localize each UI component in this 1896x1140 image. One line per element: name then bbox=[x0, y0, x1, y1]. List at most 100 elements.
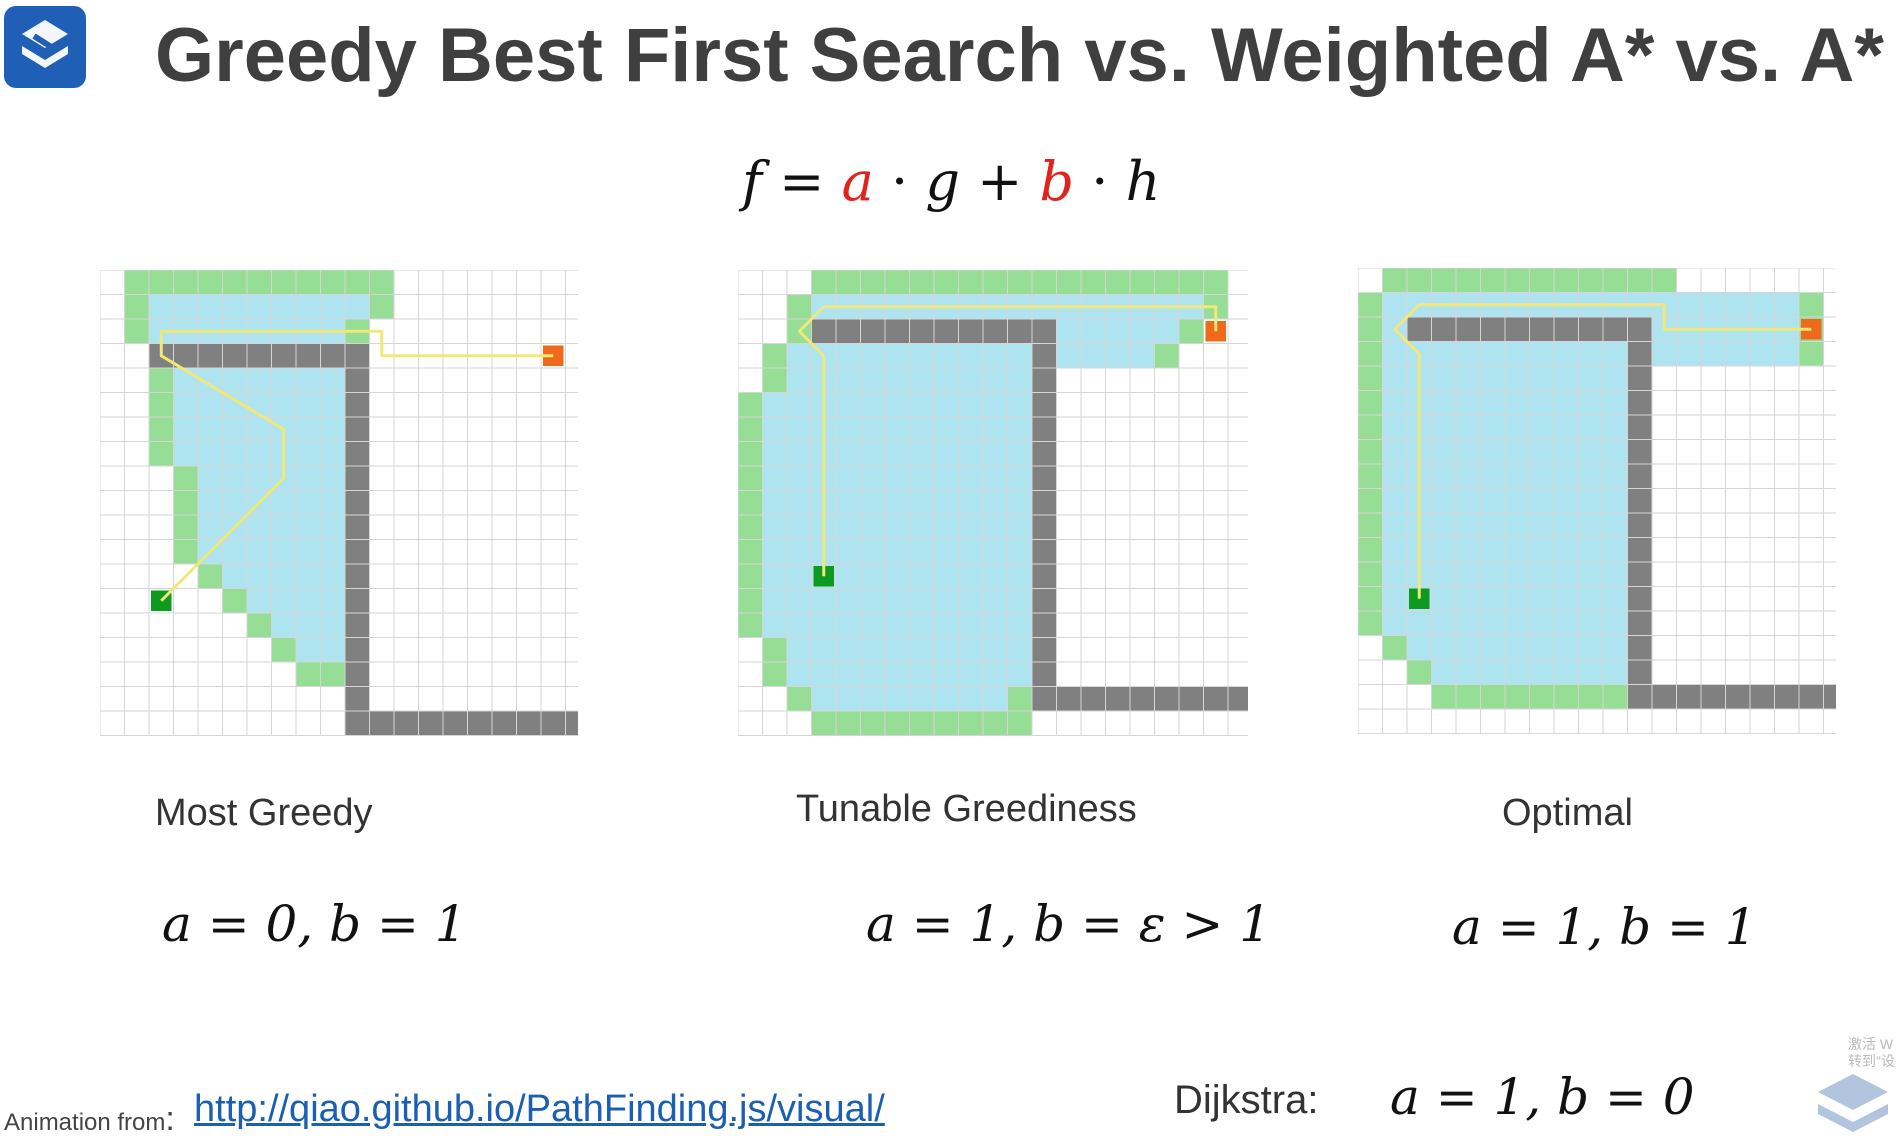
explored-cell bbox=[198, 466, 223, 491]
wall-cell bbox=[443, 711, 468, 736]
explored-cell bbox=[1007, 613, 1032, 638]
wall-cell bbox=[1627, 464, 1652, 489]
frontier-cell bbox=[124, 319, 149, 344]
explored-cell bbox=[1554, 341, 1579, 366]
explored-cell bbox=[1456, 586, 1481, 611]
path-line bbox=[1393, 303, 1812, 599]
explored-cell bbox=[787, 539, 812, 564]
explored-cell bbox=[296, 637, 321, 662]
explored-cell bbox=[860, 662, 885, 687]
explored-cell bbox=[1382, 366, 1407, 391]
explored-cell bbox=[1529, 415, 1554, 440]
explored-cell bbox=[934, 392, 959, 417]
explored-cell bbox=[1480, 635, 1505, 660]
frontier-cell bbox=[738, 564, 763, 589]
explored-cell bbox=[1382, 292, 1407, 317]
explored-cell bbox=[198, 441, 223, 466]
wall-cell bbox=[1032, 319, 1057, 344]
wall-cell bbox=[1032, 637, 1057, 662]
explored-cell bbox=[860, 441, 885, 466]
explored-cell bbox=[860, 417, 885, 442]
frontier-cell bbox=[983, 711, 1008, 736]
explored-cell bbox=[1480, 488, 1505, 513]
explored-cell bbox=[1603, 341, 1628, 366]
frontier-cell bbox=[836, 711, 861, 736]
explored-cell bbox=[222, 368, 247, 393]
frontier-cell bbox=[909, 711, 934, 736]
wall-cell bbox=[1179, 686, 1204, 711]
explored-cell bbox=[1554, 488, 1579, 513]
frontier-cell bbox=[738, 588, 763, 613]
dijkstra-label: Dijkstra: bbox=[1174, 1078, 1319, 1122]
wall-cell bbox=[1823, 684, 1836, 709]
frontier-cell bbox=[1179, 270, 1204, 295]
explored-cell bbox=[885, 637, 910, 662]
explored-cell bbox=[909, 490, 934, 515]
wall-cell bbox=[345, 588, 370, 613]
explored-cell bbox=[1456, 611, 1481, 636]
explored-cell bbox=[958, 490, 983, 515]
explored-cell bbox=[811, 588, 836, 613]
explored-cell bbox=[909, 343, 934, 368]
frontier-cell bbox=[1407, 268, 1432, 293]
dijkstra-params: a = 1, b = 0 bbox=[1390, 1068, 1695, 1126]
explored-cell bbox=[787, 588, 812, 613]
explored-cell bbox=[222, 490, 247, 515]
wall-cell bbox=[1627, 586, 1652, 611]
explored-cell bbox=[1480, 611, 1505, 636]
explored-cell bbox=[762, 515, 787, 540]
explored-cell bbox=[1750, 292, 1775, 317]
frontier-cell bbox=[1554, 268, 1579, 293]
frontier-cell bbox=[1358, 562, 1383, 587]
frontier-cell bbox=[1505, 684, 1530, 709]
explored-cell bbox=[958, 368, 983, 393]
explored-cell bbox=[1578, 537, 1603, 562]
explored-cell bbox=[958, 343, 983, 368]
frontier-cell bbox=[1554, 684, 1579, 709]
grid-panel-weighted bbox=[738, 270, 1248, 740]
wall-cell bbox=[1130, 686, 1155, 711]
explored-cell bbox=[762, 392, 787, 417]
frontier-cell bbox=[1603, 268, 1628, 293]
corner-logo-icon bbox=[1812, 1070, 1894, 1140]
explored-cell bbox=[885, 490, 910, 515]
panel-label-weighted: Tunable Greediness bbox=[796, 788, 1137, 830]
explored-cell bbox=[787, 515, 812, 540]
frontier-cell bbox=[1358, 292, 1383, 317]
explored-cell bbox=[1554, 415, 1579, 440]
explored-cell bbox=[1480, 586, 1505, 611]
explored-cell bbox=[1480, 415, 1505, 440]
wall-cell bbox=[296, 343, 321, 368]
frontier-cell bbox=[1431, 684, 1456, 709]
explored-cell bbox=[958, 564, 983, 589]
pathfinding-link[interactable]: http://qiao.github.io/PathFinding.js/vis… bbox=[194, 1088, 885, 1130]
frontier-cell bbox=[738, 392, 763, 417]
explored-cell bbox=[222, 294, 247, 319]
explored-cell bbox=[958, 637, 983, 662]
explored-cell bbox=[860, 637, 885, 662]
explored-cell bbox=[983, 686, 1008, 711]
explored-cell bbox=[836, 441, 861, 466]
wall-cell bbox=[1627, 562, 1652, 587]
wall-cell bbox=[320, 343, 345, 368]
wall-cell bbox=[1032, 368, 1057, 393]
wall-cell bbox=[1081, 686, 1106, 711]
explored-cell bbox=[983, 368, 1008, 393]
wall-cell bbox=[1032, 417, 1057, 442]
explored-cell bbox=[909, 441, 934, 466]
frontier-cell bbox=[271, 270, 296, 295]
explored-cell bbox=[1554, 537, 1579, 562]
frontier-cell bbox=[1358, 439, 1383, 464]
frontier-cell bbox=[1407, 660, 1432, 685]
frontier-cell bbox=[1203, 270, 1228, 295]
wall-cell bbox=[1578, 317, 1603, 342]
frontier-cell bbox=[738, 515, 763, 540]
wall-cell bbox=[345, 490, 370, 515]
grid-canvas bbox=[1358, 268, 1836, 734]
explored-cell bbox=[909, 662, 934, 687]
wall-cell bbox=[345, 466, 370, 491]
explored-cell bbox=[320, 637, 345, 662]
explored-cell bbox=[958, 588, 983, 613]
frontier-cell bbox=[1799, 341, 1824, 366]
wall-cell bbox=[1032, 686, 1057, 711]
